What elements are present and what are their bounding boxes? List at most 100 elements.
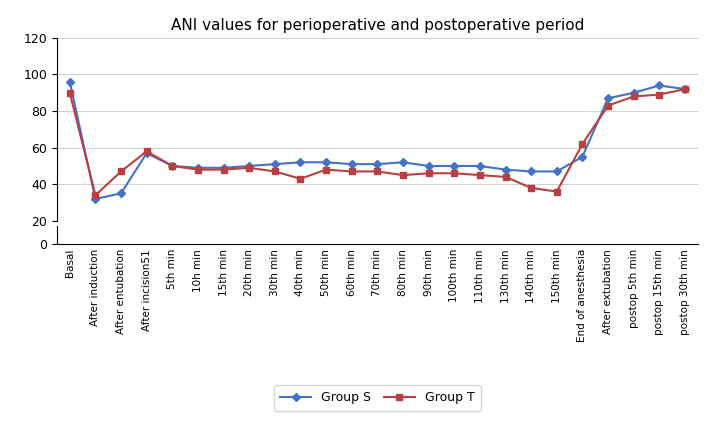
- Group T: [476, 173, 484, 178]
- Group S: [450, 163, 459, 168]
- Group S: [655, 69, 664, 75]
- Group T: [399, 159, 407, 164]
- Group S: [629, 90, 638, 95]
- Group S: [322, 160, 330, 165]
- Group T: [476, 159, 484, 164]
- Group T: [681, 73, 689, 78]
- Group T: [347, 169, 356, 174]
- Group S: [553, 169, 561, 174]
- Group T: [142, 149, 151, 154]
- Group T: [655, 92, 664, 97]
- Group T: [66, 90, 74, 95]
- Group T: [681, 87, 689, 92]
- Group T: [424, 157, 433, 163]
- Group S: [578, 154, 587, 159]
- Group S: [219, 165, 228, 171]
- Group T: [501, 174, 510, 179]
- Group T: [450, 171, 459, 176]
- Group S: [655, 83, 664, 88]
- Group S: [476, 150, 484, 155]
- Line: Group S: Group S: [67, 66, 688, 189]
- Group T: [271, 169, 279, 174]
- Group S: [399, 160, 407, 165]
- Group T: [629, 94, 638, 99]
- Group S: [66, 79, 74, 84]
- Group T: [604, 90, 612, 95]
- Group T: [373, 169, 382, 174]
- Group S: [117, 191, 125, 196]
- Group T: [117, 156, 125, 161]
- Group S: [194, 165, 202, 171]
- Group S: [424, 150, 433, 155]
- Group T: [322, 154, 330, 159]
- Group S: [66, 66, 74, 71]
- Group T: [399, 173, 407, 178]
- Group T: [527, 185, 535, 190]
- Group S: [168, 163, 177, 168]
- Group T: [578, 128, 587, 133]
- Group S: [604, 83, 612, 88]
- Group S: [91, 196, 100, 201]
- Group T: [142, 136, 151, 141]
- Group S: [347, 148, 356, 153]
- Group S: [142, 137, 151, 142]
- Group S: [271, 162, 279, 167]
- Group T: [194, 154, 202, 159]
- Group S: [168, 150, 177, 155]
- Group S: [296, 160, 305, 165]
- Group S: [117, 178, 125, 183]
- Legend: Group S, Group T: Group S, Group T: [273, 385, 481, 410]
- Group T: [168, 163, 177, 168]
- Group S: [91, 183, 100, 188]
- Group T: [553, 176, 561, 181]
- Group T: [373, 156, 382, 161]
- Group S: [194, 152, 202, 157]
- Group T: [553, 189, 561, 194]
- Group T: [271, 156, 279, 161]
- Group T: [501, 161, 510, 166]
- Group S: [604, 96, 612, 101]
- Group T: [91, 193, 100, 198]
- Group T: [296, 163, 305, 168]
- Group S: [681, 73, 689, 78]
- Group S: [629, 77, 638, 82]
- Group S: [527, 169, 535, 174]
- Group T: [347, 156, 356, 161]
- Group T: [296, 176, 305, 181]
- Group T: [578, 141, 587, 147]
- Group S: [347, 162, 356, 167]
- Group T: [245, 152, 253, 157]
- Group T: [527, 172, 535, 177]
- Group S: [399, 147, 407, 152]
- Group S: [501, 167, 510, 172]
- Group S: [578, 141, 587, 146]
- Group S: [450, 150, 459, 155]
- Group S: [501, 154, 510, 159]
- Group S: [476, 163, 484, 168]
- Group S: [527, 156, 535, 161]
- Group S: [142, 151, 151, 156]
- Group S: [681, 87, 689, 92]
- Group T: [604, 103, 612, 108]
- Line: Group T: Group T: [67, 73, 688, 185]
- Line: Group S: Group S: [67, 79, 688, 202]
- Group S: [322, 147, 330, 152]
- Group T: [219, 154, 228, 159]
- Group S: [271, 148, 279, 153]
- Group T: [629, 81, 638, 86]
- Group T: [322, 167, 330, 172]
- Group S: [373, 162, 382, 167]
- Group T: [655, 79, 664, 84]
- Group T: [245, 165, 253, 171]
- Group S: [219, 152, 228, 157]
- Group T: [219, 167, 228, 172]
- Group S: [553, 156, 561, 161]
- Group T: [117, 169, 125, 174]
- Title: ANI values for perioperative and postoperative period: ANI values for perioperative and postope…: [171, 18, 584, 32]
- Group S: [245, 163, 253, 168]
- Group T: [194, 167, 202, 172]
- Group T: [424, 171, 433, 176]
- Group S: [373, 148, 382, 153]
- Group T: [66, 77, 74, 82]
- Group S: [424, 163, 433, 168]
